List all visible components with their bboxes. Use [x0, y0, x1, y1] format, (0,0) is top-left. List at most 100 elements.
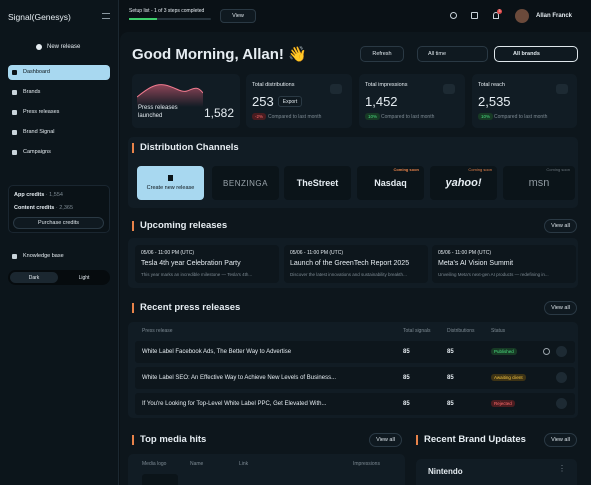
brand-card[interactable]	[416, 459, 577, 485]
setup-text: Setup list - 1 of 3 steps completed	[129, 8, 205, 14]
knowledge-base[interactable]: Knowledge base	[12, 253, 64, 259]
compare-text: Compared to last month	[268, 114, 322, 120]
settings-icon[interactable]	[450, 12, 457, 19]
app-credits: App credits · 1,554	[14, 192, 63, 198]
greeting: Good Morning, Allan! 👋	[132, 46, 307, 63]
release-card[interactable]: 05/06 - 11:00 PM (UTC) Tesla 4th year Cel…	[135, 245, 279, 283]
nav-label: Brands	[23, 89, 41, 95]
collapse-icon[interactable]	[102, 13, 110, 19]
press-row[interactable]	[135, 341, 575, 363]
heart-icon	[556, 84, 568, 94]
channel-name: yahoo!	[445, 177, 482, 189]
view-all-button[interactable]: View all	[544, 219, 577, 233]
refresh-icon[interactable]	[543, 348, 550, 355]
export-button[interactable]: Export	[278, 96, 302, 107]
image-icon	[443, 84, 455, 94]
column-header: Media logo	[142, 461, 167, 467]
theme-light[interactable]: Light	[78, 274, 90, 281]
credit-value: 1,554	[49, 192, 63, 198]
release-excerpt: This year marks an incredible milestone …	[141, 272, 253, 277]
view-all-button[interactable]: View all	[544, 301, 577, 315]
release-title: Tesla 4th year Celebration Party	[141, 260, 241, 267]
expand-button[interactable]	[556, 346, 567, 357]
new-release-button[interactable]: New release	[36, 44, 80, 50]
channel-tile[interactable]: yahoo! Coming soon	[430, 166, 497, 200]
coming-soon: Coming soon	[468, 167, 492, 172]
status-badge: Awaiting client	[491, 374, 526, 381]
expand-button[interactable]	[556, 398, 567, 409]
channel-tile[interactable]: msn Coming soon	[503, 166, 575, 200]
nav-label: Brand Signal	[23, 129, 55, 135]
nav-item[interactable]: Press releases	[12, 109, 59, 115]
content-credits: Content credits · 2,365	[14, 205, 74, 211]
channel-name: Nasdaq	[374, 178, 407, 188]
nav-label: Press releases	[23, 109, 60, 115]
nav-label: Knowledge base	[23, 253, 64, 259]
refresh-button[interactable]: Refresh	[360, 46, 404, 62]
stat-label: Total distributions	[252, 82, 295, 88]
release-card[interactable]: 05/06 - 11:00 PM (UTC) Meta's AI Vision S…	[432, 245, 576, 283]
channel-tile[interactable]: Nasdaq Coming soon	[357, 166, 424, 200]
press-title: If You're Looking for Top-Level White La…	[142, 401, 327, 407]
purchase-credits-button[interactable]: Purchase credits	[13, 217, 104, 229]
column-header: Press release	[142, 328, 173, 334]
release-card[interactable]: 05/06 - 11:00 PM (UTC) Launch of the Gree…	[284, 245, 428, 283]
eye-icon	[330, 84, 342, 94]
launched-value: 1,582	[204, 106, 235, 120]
view-all-button[interactable]: View all	[544, 433, 577, 447]
period-select[interactable]: All time	[417, 46, 488, 62]
setup-progress	[129, 18, 211, 20]
setup-view-button[interactable]: View	[220, 9, 256, 23]
section-title: Distribution Channels	[132, 143, 239, 153]
compare-text: Compared to last month	[494, 114, 548, 120]
press-signals: 85	[403, 375, 410, 381]
press-row[interactable]	[135, 393, 575, 415]
column-header: Status	[491, 328, 506, 334]
status-badge: Rejected	[491, 400, 515, 407]
compare-text: Compared to last month	[381, 114, 435, 120]
view-all-button[interactable]: View all	[369, 433, 402, 447]
nav-item[interactable]: Brand Signal	[12, 129, 55, 135]
press-row[interactable]	[135, 367, 575, 389]
theme-dark[interactable]: Dark	[10, 272, 58, 283]
release-title: Launch of the GreenTech Report 2025	[290, 260, 410, 267]
stat-label: Total impressions	[365, 82, 408, 88]
avatar[interactable]	[515, 9, 529, 23]
press-title: White Label Facebook Ads, The Better Way…	[142, 349, 292, 355]
release-date: 05/06 - 11:00 PM (UTC)	[141, 250, 194, 256]
credit-label: Content credits	[14, 205, 55, 211]
status-badge: Published	[491, 348, 517, 355]
credit-label: App credits	[14, 192, 45, 198]
create-release-label: Create new release	[146, 185, 195, 191]
stat-value: 1,452	[365, 94, 398, 109]
section-title: Recent Brand Updates	[416, 435, 526, 445]
press-distributions: 85	[447, 349, 454, 355]
channel-tile[interactable]: TheStreet	[284, 166, 351, 200]
channel-tile[interactable]: BENZINGA	[212, 166, 279, 200]
expand-button[interactable]	[556, 372, 567, 383]
nav-item[interactable]: Campaigns	[12, 149, 51, 155]
more-icon[interactable]: ⋮	[558, 464, 566, 473]
bell-icon[interactable]	[493, 12, 499, 19]
brand-select[interactable]: All brands	[494, 46, 578, 62]
change-badge: 10%	[478, 113, 494, 120]
column-header: Distributions	[447, 328, 475, 334]
coming-soon: Coming soon	[393, 167, 419, 172]
nav-item[interactable]: Brands	[12, 89, 40, 95]
sparkline	[137, 84, 203, 107]
nav-item[interactable]: Dashboard	[12, 69, 50, 75]
user-name[interactable]: Allan Franck	[536, 13, 573, 19]
channel-name: msn	[528, 177, 550, 189]
create-release-tile[interactable]: Create new release	[137, 166, 204, 200]
release-excerpt: Unveiling Meta's next-gen AI products — …	[438, 272, 549, 277]
stat-value: 2,535	[478, 94, 511, 109]
section-title: Top media hits	[132, 435, 206, 445]
press-distributions: 85	[447, 401, 454, 407]
column-header: Name	[190, 461, 204, 467]
stat-value: 253	[252, 94, 274, 109]
change-badge: 10%	[365, 113, 381, 120]
calendar-icon[interactable]	[471, 12, 478, 19]
section-title: Upcoming releases	[132, 221, 227, 231]
column-header: Link	[239, 461, 249, 467]
brand-name: Nintendo	[428, 467, 463, 476]
